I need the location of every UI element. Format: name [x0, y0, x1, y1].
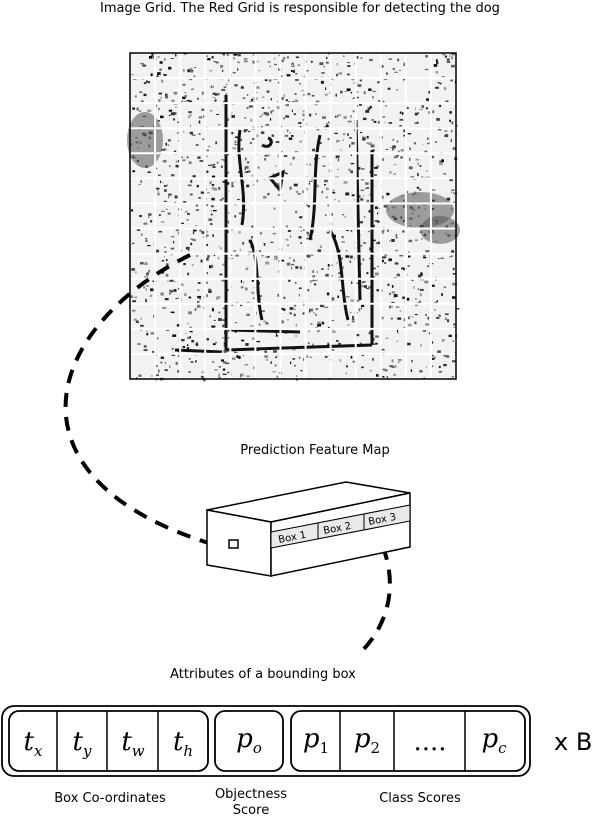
attr-p1: p1 — [303, 724, 329, 757]
box-1-label: Box 1 — [277, 530, 307, 546]
attr-pc: pc — [481, 724, 507, 757]
feature-map-cuboid — [206, 481, 411, 577]
objectness-caption: Objectness Score — [214, 787, 288, 818]
attributes-label: Attributes of a bounding box — [170, 667, 356, 682]
box-coordinates-caption: Box Co-ordinates — [54, 791, 166, 806]
cuboid-cell-marker — [228, 539, 239, 549]
attr-ty: ty — [73, 727, 92, 760]
dashed-connector-map-to-attributes — [356, 523, 392, 657]
objectness-group — [214, 710, 284, 772]
dashed-connector-grid-to-map — [63, 253, 216, 547]
attributes-outer-box — [1, 705, 531, 777]
attr-th: th — [173, 727, 193, 760]
diagram-title: Image Grid. The Red Grid is responsible … — [100, 1, 500, 16]
box-3-label: Box 3 — [367, 512, 397, 528]
attr-p2: p2 — [354, 724, 380, 757]
image-grid — [127, 52, 460, 382]
attr-ellipsis: .... — [413, 727, 446, 757]
attr-po: po — [236, 724, 262, 757]
attr-tx: tx — [24, 727, 43, 760]
feature-map-label: Prediction Feature Map — [240, 443, 390, 458]
cuboid-front-face — [206, 509, 272, 577]
box-2-label: Box 2 — [322, 521, 352, 537]
class-scores-caption: Class Scores — [379, 791, 461, 806]
class-scores-group — [290, 710, 526, 772]
box-coordinates-group — [8, 710, 209, 772]
image-grid-border — [129, 52, 457, 380]
attr-tw: tw — [121, 727, 144, 760]
multiplier-label: x B — [554, 728, 592, 756]
